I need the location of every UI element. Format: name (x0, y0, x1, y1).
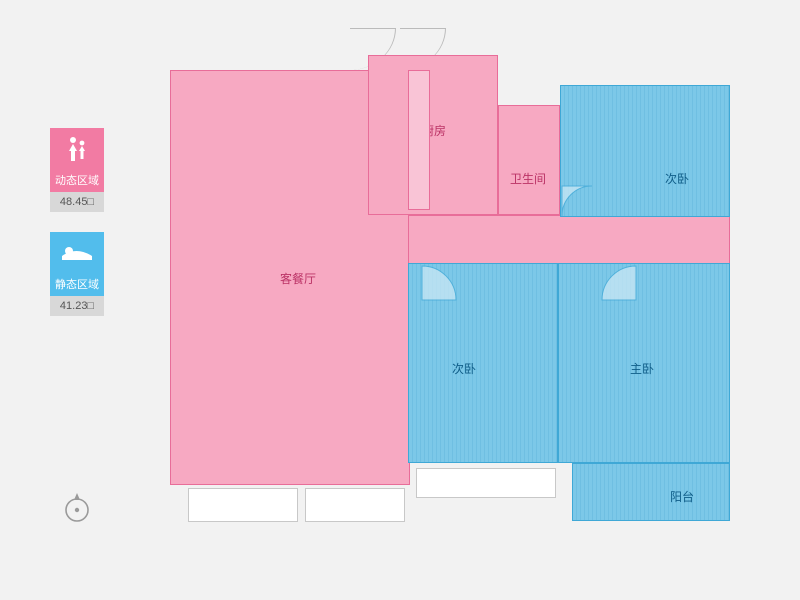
room-label-balcony: 阳台 (670, 488, 694, 505)
legend-dynamic-value: 48.45□ (50, 192, 104, 212)
room-label-bath: 卫生间 (510, 170, 546, 187)
legend-static-icon-box (50, 232, 104, 274)
balcony-rail-2 (305, 488, 405, 522)
legend-static-label: 静态区域 (50, 274, 104, 296)
legend-dynamic-icon-box (50, 128, 104, 170)
legend-dynamic-label: 动态区域 (50, 170, 104, 192)
room-bath (498, 105, 560, 215)
people-icon (62, 135, 92, 163)
room-hallway (408, 215, 730, 265)
room-bed2a (560, 85, 730, 217)
room-label-bed2b: 次卧 (452, 360, 476, 377)
balcony-rail-3 (416, 468, 556, 498)
legend-static: 静态区域 41.23□ (50, 232, 104, 316)
floor-plan: 客餐厅厨房卫生间次卧次卧主卧阳台 (170, 30, 730, 550)
room-balcony (572, 463, 730, 521)
compass-icon (60, 490, 94, 524)
room-label-living: 客餐厅 (280, 270, 316, 287)
room-bed2b (408, 263, 558, 463)
room-label-master: 主卧 (630, 360, 654, 377)
room-label-bed2a: 次卧 (665, 170, 689, 187)
balcony-rail-1 (188, 488, 298, 522)
sleep-icon (60, 242, 94, 264)
legend-panel: 动态区域 48.45□ 静态区域 41.23□ (50, 128, 104, 336)
legend-static-value: 41.23□ (50, 296, 104, 316)
legend-dynamic: 动态区域 48.45□ (50, 128, 104, 212)
kitchen-counter (408, 70, 430, 210)
